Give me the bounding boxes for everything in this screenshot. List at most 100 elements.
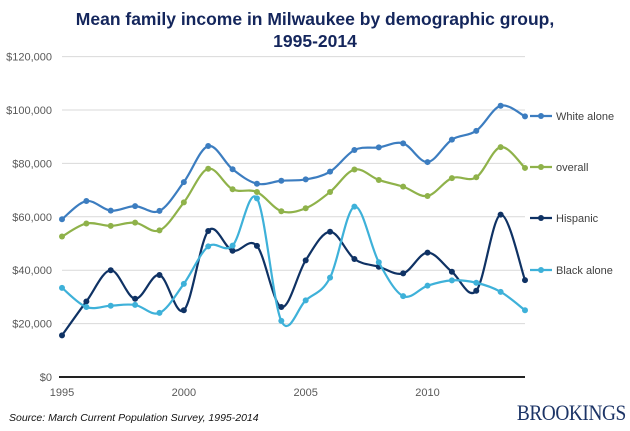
data-point: [132, 295, 139, 302]
chart-title: Mean family income in Milwaukee by demog…: [75, 9, 555, 51]
data-point: [180, 280, 187, 287]
data-point: [400, 140, 407, 147]
data-point: [473, 279, 480, 286]
data-point: [497, 102, 504, 109]
data-point: [327, 168, 334, 175]
data-point: [351, 166, 358, 173]
series-line-black-alone: [61, 195, 526, 328]
data-point: [132, 203, 139, 210]
data-point: [278, 304, 285, 311]
data-point: [59, 233, 65, 240]
data-point: [497, 211, 504, 218]
data-point: [302, 176, 309, 183]
data-point: [473, 174, 480, 181]
data-point: [205, 243, 212, 250]
data-point: [229, 247, 236, 254]
data-point: [253, 188, 260, 195]
data-point: [522, 164, 528, 171]
x-tick-label: 2005: [293, 387, 317, 399]
data-point: [327, 274, 334, 281]
data-point: [156, 227, 163, 234]
data-point: [522, 277, 528, 284]
source-note: Source: March Current Population Survey,…: [9, 412, 259, 424]
data-point: [351, 255, 358, 262]
data-point: [473, 287, 480, 294]
data-point: [448, 136, 455, 143]
data-point: [302, 257, 309, 264]
data-point: [278, 208, 285, 215]
data-point: [180, 307, 187, 314]
x-tick-label: 2000: [172, 387, 196, 399]
y-tick-label: $40,000: [12, 265, 52, 277]
legend-label: White alone: [556, 111, 614, 123]
data-point: [522, 307, 528, 314]
series-line-hispanic: [61, 213, 527, 336]
data-point: [83, 298, 90, 305]
brookings-logo: BROOKINGS: [517, 400, 626, 425]
data-point: [156, 309, 163, 316]
data-point: [180, 199, 187, 206]
data-point: [424, 192, 431, 199]
y-tick-label: $120,000: [6, 52, 52, 64]
legend-label: Hispanic: [556, 213, 599, 225]
data-point: [375, 176, 382, 183]
data-point: [400, 270, 407, 277]
data-point: [351, 147, 358, 154]
series-line-white-alone: [61, 104, 526, 221]
data-point: [253, 195, 260, 202]
y-tick-label: $100,000: [6, 105, 52, 117]
data-point: [424, 249, 431, 256]
legend-marker: [538, 215, 544, 221]
data-point: [448, 175, 455, 182]
data-point: [400, 293, 407, 300]
legend-marker: [538, 164, 544, 170]
data-point: [278, 317, 285, 324]
data-point: [497, 144, 504, 151]
data-point: [83, 198, 90, 205]
data-point: [448, 268, 455, 275]
x-tick-label: 2010: [415, 387, 439, 399]
data-point: [400, 183, 407, 190]
data-point: [132, 219, 139, 226]
legend-marker: [538, 113, 544, 119]
data-point: [302, 205, 309, 212]
data-point: [83, 304, 90, 311]
legend-marker: [538, 267, 544, 273]
data-point: [278, 177, 285, 184]
data-point: [327, 188, 334, 195]
data-point: [253, 180, 260, 187]
data-point: [424, 159, 431, 166]
data-point: [107, 222, 114, 229]
data-point: [351, 203, 358, 210]
data-point: [59, 284, 65, 291]
data-point: [132, 301, 139, 308]
data-point: [229, 242, 236, 249]
y-tick-label: $0: [40, 372, 52, 384]
y-tick-label: $80,000: [12, 158, 52, 170]
data-point: [229, 186, 236, 193]
data-point: [107, 302, 114, 309]
data-point: [327, 228, 334, 235]
data-point: [156, 207, 163, 214]
data-point: [59, 216, 65, 223]
series-line-overall: [61, 146, 526, 238]
data-point: [156, 272, 163, 279]
y-tick-label: $20,000: [12, 319, 52, 331]
data-point: [107, 267, 114, 274]
data-point: [424, 282, 431, 289]
data-point: [375, 259, 382, 266]
data-point: [473, 127, 480, 134]
data-point: [229, 166, 236, 173]
data-point: [497, 288, 504, 295]
data-point: [448, 277, 455, 284]
data-point: [302, 297, 309, 304]
data-point: [375, 144, 382, 151]
legend-label: overall: [556, 162, 588, 174]
data-point: [180, 179, 187, 186]
data-point: [107, 207, 114, 214]
legend-label: Black alone: [556, 265, 613, 277]
y-tick-label: $60,000: [12, 212, 52, 224]
x-tick-label: 1995: [50, 387, 74, 399]
data-point: [253, 242, 260, 249]
